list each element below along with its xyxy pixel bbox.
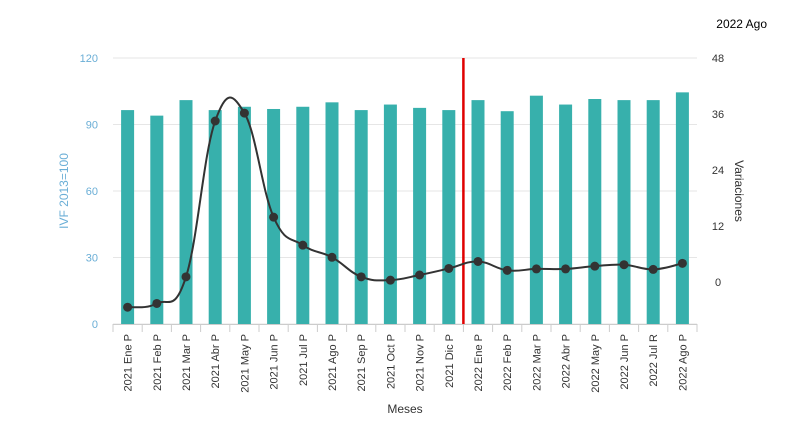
line-point xyxy=(298,240,308,250)
line-point xyxy=(415,270,425,280)
x-tick-label: 2022 Jun P xyxy=(619,334,631,390)
line-point xyxy=(123,302,133,312)
y2-tick-label: 12 xyxy=(712,221,724,233)
bar xyxy=(500,111,514,324)
x-tick-label: 2022 Ago P xyxy=(677,334,689,391)
x-tick-label: 2021 Nov P xyxy=(415,334,427,391)
line-point xyxy=(210,116,220,126)
line-point xyxy=(502,265,512,275)
y-tick-label: 30 xyxy=(86,253,98,265)
y-axis-title: IVF 2013=100 xyxy=(57,153,71,229)
line-point xyxy=(269,212,279,222)
x-axis-title: Meses xyxy=(387,402,422,416)
bar xyxy=(413,107,427,324)
x-tick-label: 2021 Ago P xyxy=(327,334,339,391)
bar xyxy=(208,110,222,324)
line-point xyxy=(444,263,454,273)
line-point xyxy=(561,264,571,274)
bar xyxy=(529,95,543,324)
y2-tick-label: 36 xyxy=(712,109,724,121)
line-point xyxy=(619,260,629,270)
bar xyxy=(150,115,164,324)
x-tick-label: 2022 Jul R xyxy=(648,334,660,387)
y2-axis-title: Variaciones xyxy=(732,160,746,222)
line-point xyxy=(473,256,483,266)
line-point xyxy=(181,272,191,282)
x-tick-label: 2022 May P xyxy=(590,334,602,393)
left-axis-labels: 0 30 60 90 120 xyxy=(80,53,98,331)
x-tick-label: 2021 Dic P xyxy=(444,334,456,388)
x-tick-label: 2021 Feb P xyxy=(152,334,164,391)
x-tick-label: 2021 Abr P xyxy=(210,334,222,388)
line-point xyxy=(677,258,687,268)
marker-label: 2022 Ago xyxy=(716,17,767,31)
x-tick-marks xyxy=(112,324,698,332)
line-point xyxy=(531,264,541,274)
x-tick-label: 2021 Sep P xyxy=(356,334,368,392)
y2-tick-label: 0 xyxy=(715,277,721,289)
x-tick-label: 2021 May P xyxy=(239,334,251,393)
line-point xyxy=(239,108,249,118)
right-axis-labels: 0 12 24 36 48 xyxy=(712,53,724,289)
line-point xyxy=(356,272,366,282)
bar xyxy=(617,100,631,324)
x-tick-label: 2022 Feb P xyxy=(502,334,514,391)
y-tick-label: 60 xyxy=(86,186,98,198)
x-tick-label: 2021 Ene P xyxy=(123,334,135,392)
y2-tick-label: 48 xyxy=(712,53,724,65)
bar xyxy=(383,104,397,324)
line-point xyxy=(327,252,337,262)
bar xyxy=(559,104,573,324)
x-tick-label: 2021 Jul P xyxy=(298,334,310,386)
bar xyxy=(325,102,339,324)
bar-series xyxy=(121,92,689,325)
x-axis-labels: 2021 Ene P 2021 Feb P 2021 Mar P 2021 Abr P… xyxy=(123,334,690,393)
x-tick-label: 2021 Jun P xyxy=(269,334,281,390)
line-point xyxy=(648,264,658,274)
bar xyxy=(675,92,689,324)
bar xyxy=(296,106,310,325)
bar xyxy=(588,99,602,324)
line-point xyxy=(590,261,600,271)
bar xyxy=(646,100,660,324)
y-tick-label: 90 xyxy=(86,120,98,132)
x-tick-label: 2022 Ene P xyxy=(473,334,485,392)
x-tick-label: 2021 Oct P xyxy=(385,334,397,389)
bar xyxy=(471,100,485,324)
y-tick-label: 120 xyxy=(80,53,98,65)
y-tick-label: 0 xyxy=(92,319,98,331)
x-tick-label: 2021 Mar P xyxy=(181,334,193,391)
bar xyxy=(237,106,251,325)
y2-tick-label: 24 xyxy=(712,165,724,177)
line-point xyxy=(385,275,395,285)
x-tick-label: 2022 Mar P xyxy=(531,334,543,391)
bar xyxy=(121,110,135,324)
bar xyxy=(442,110,456,324)
line-point xyxy=(152,298,162,308)
x-tick-label: 2022 Abr P xyxy=(561,334,573,388)
variation-points xyxy=(123,108,687,312)
bar xyxy=(354,110,368,324)
